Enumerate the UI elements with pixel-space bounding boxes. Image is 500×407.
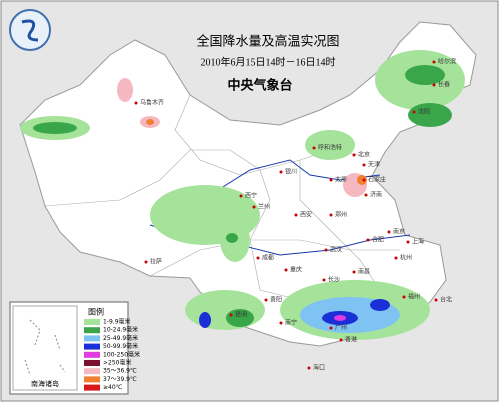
city-dot bbox=[312, 146, 316, 150]
city-dot bbox=[412, 110, 416, 114]
city-label: 长春 bbox=[438, 81, 450, 89]
inset-label: 南海诸岛 bbox=[31, 379, 59, 388]
legend: 南海诸岛 图例 bbox=[9, 301, 129, 395]
city-label: 南宁 bbox=[285, 319, 297, 327]
legend-label: 35～36.9℃ bbox=[103, 368, 137, 375]
city-label: 台北 bbox=[440, 296, 452, 304]
city-label: 南昌 bbox=[358, 268, 370, 276]
city-label: 西安 bbox=[300, 211, 312, 219]
legend-swatch bbox=[84, 360, 100, 366]
city-label: 沈阳 bbox=[418, 108, 430, 116]
title: 全国降水量及高温实况图 bbox=[196, 34, 339, 50]
city-label: 合肥 bbox=[372, 236, 384, 244]
city-dot bbox=[144, 260, 148, 264]
agency: 中央气象台 bbox=[227, 78, 292, 94]
city-label: 银川 bbox=[285, 168, 297, 176]
legend-swatch bbox=[84, 343, 100, 350]
subtitle: 2010年6月15日14时－16日14时 bbox=[201, 55, 336, 68]
city-dot bbox=[352, 153, 356, 157]
legend-swatch bbox=[84, 335, 100, 342]
city-label: 广州 bbox=[335, 324, 347, 332]
city-dot bbox=[279, 321, 283, 325]
city-dot bbox=[432, 83, 436, 87]
city-label: 天津 bbox=[368, 162, 380, 169]
city-label: 上海 bbox=[412, 238, 424, 246]
legend-swatch bbox=[84, 319, 100, 325]
city-dot bbox=[264, 298, 268, 302]
legend-label: 100-250毫米 bbox=[103, 350, 140, 358]
city-dot bbox=[387, 230, 391, 234]
city-label: 贵阳 bbox=[270, 296, 282, 304]
city-dot bbox=[322, 278, 326, 282]
logo bbox=[9, 9, 51, 51]
city-label: 北京 bbox=[358, 151, 370, 159]
city-label: 成都 bbox=[262, 254, 274, 262]
city-label: 海口 bbox=[313, 364, 325, 372]
legend-swatch bbox=[84, 384, 100, 391]
city-dot bbox=[294, 213, 298, 217]
city-dot bbox=[362, 163, 366, 167]
city-dot bbox=[284, 268, 288, 272]
city-label: 西宁 bbox=[245, 192, 257, 200]
city-dot bbox=[394, 256, 398, 260]
city-dot bbox=[324, 248, 328, 252]
legend-swatch bbox=[84, 327, 100, 334]
city-dot bbox=[366, 238, 370, 242]
city-label: 杭州 bbox=[400, 254, 412, 262]
city-label: 南京 bbox=[393, 228, 405, 236]
city-label: 武汉 bbox=[330, 246, 342, 254]
legend-label: 1-9.9毫米 bbox=[103, 318, 131, 326]
legend-label: ≥40℃ bbox=[103, 384, 123, 391]
city-dot bbox=[307, 366, 311, 370]
city-dot bbox=[329, 213, 333, 217]
city-dot bbox=[252, 205, 256, 209]
legend-label: 37～39.9℃ bbox=[103, 376, 137, 383]
legend-label: >250毫米 bbox=[103, 359, 131, 367]
legend-swatch bbox=[84, 351, 100, 358]
city-label: 济南 bbox=[370, 191, 382, 199]
legend-swatch bbox=[84, 376, 100, 383]
legend-swatch bbox=[84, 368, 100, 375]
city-dot bbox=[279, 170, 283, 174]
city-dot bbox=[352, 270, 356, 274]
legend-label: 50-99.9毫米 bbox=[103, 342, 138, 350]
city-dot bbox=[434, 298, 438, 302]
city-dot bbox=[406, 240, 410, 244]
city-label: 拉萨 bbox=[150, 258, 162, 266]
city-dot bbox=[364, 193, 368, 197]
city-dot bbox=[239, 194, 243, 198]
city-label: 福州 bbox=[408, 293, 420, 301]
city-label: 乌鲁木齐 bbox=[140, 99, 164, 107]
city-dot bbox=[329, 178, 333, 182]
city-label: 长沙 bbox=[328, 276, 340, 284]
city-dot bbox=[256, 256, 260, 260]
city-dot bbox=[339, 338, 343, 342]
city-dot bbox=[402, 295, 406, 299]
legend-title: 图例 bbox=[88, 307, 104, 317]
city-label: 兰州 bbox=[258, 203, 270, 211]
city-dot bbox=[432, 60, 436, 64]
inset-map bbox=[12, 305, 78, 391]
city-label: 郑州 bbox=[335, 211, 347, 219]
city-dot bbox=[134, 101, 138, 105]
city-dot bbox=[362, 178, 366, 182]
city-label: 昆明 bbox=[235, 312, 247, 319]
city-label: 石家庄 bbox=[368, 176, 386, 184]
legend-label: 10-24.9毫米 bbox=[103, 326, 138, 334]
city-label: 呼和浩特 bbox=[318, 144, 342, 152]
city-dot bbox=[329, 326, 333, 330]
city-label: 哈尔滨 bbox=[438, 58, 456, 66]
legend-label: 25-49.9毫米 bbox=[103, 334, 138, 342]
city-label: 重庆 bbox=[290, 266, 302, 274]
city-dot bbox=[229, 313, 233, 317]
city-label: 香港 bbox=[345, 336, 357, 344]
rain-areas bbox=[20, 50, 465, 340]
city-label: 太原 bbox=[335, 176, 347, 184]
